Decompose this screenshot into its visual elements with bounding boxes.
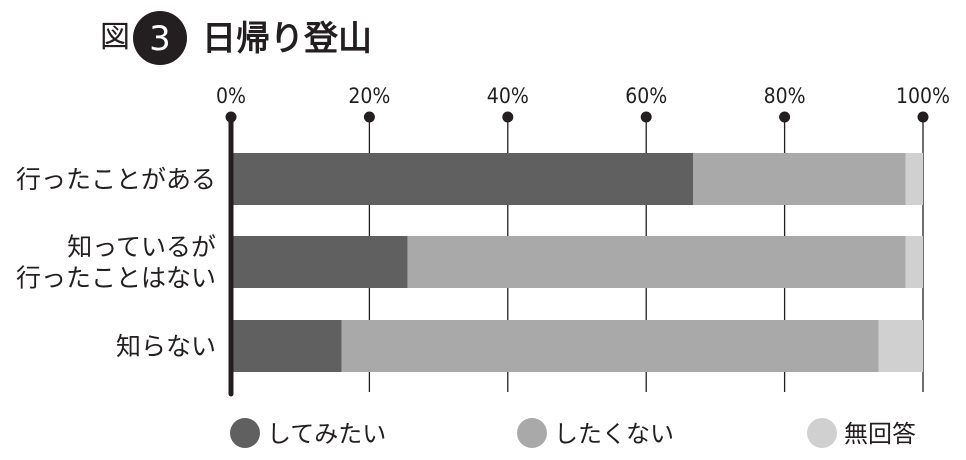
legend-label: したくない: [554, 420, 674, 448]
figure-number-badge: [133, 11, 187, 65]
category-label: 知っているが: [67, 233, 216, 262]
legend-label: してみたい: [267, 420, 386, 448]
legend-swatch: [517, 418, 547, 448]
x-tick-dot: [363, 111, 375, 123]
x-axis: 0% 20% 40% 60% 80% 100%: [216, 84, 950, 397]
bars: [231, 153, 923, 372]
legend-label: 無回答: [844, 420, 916, 448]
figure-title: 日帰り登山: [202, 19, 372, 59]
legend: してみたい したくない 無回答: [230, 418, 916, 448]
x-tick-dot: [640, 111, 652, 123]
x-tick-label: 80%: [764, 84, 806, 108]
category-label: 行ったことはない: [16, 264, 216, 293]
x-tick-dot: [502, 111, 514, 123]
figure-number: 3: [149, 19, 171, 59]
x-tick-label: 100%: [896, 84, 950, 108]
bar-segment: [231, 320, 342, 372]
figure-heading: 図 3 日帰り登山: [100, 11, 372, 65]
bar-segment: [231, 153, 694, 205]
x-tick-label: 60%: [625, 84, 667, 108]
x-tick-dot: [779, 111, 791, 123]
bar-segment: [878, 320, 923, 372]
x-tick-label: 0%: [216, 84, 246, 108]
legend-swatch: [807, 418, 837, 448]
x-tick-label: 20%: [348, 84, 390, 108]
bar-segment: [341, 320, 879, 372]
category-label: 知らない: [116, 332, 216, 361]
x-tick-dot: [917, 111, 929, 123]
bar-segment: [905, 153, 923, 205]
bar-segment: [905, 236, 923, 288]
figure-prefix: 図: [100, 20, 130, 55]
x-tick-label: 40%: [487, 84, 529, 108]
legend-swatch: [230, 418, 260, 448]
bar-segment: [231, 236, 408, 288]
bar-segment: [693, 153, 906, 205]
bar-segment: [407, 236, 906, 288]
category-label: 行ったことがある: [16, 165, 216, 194]
